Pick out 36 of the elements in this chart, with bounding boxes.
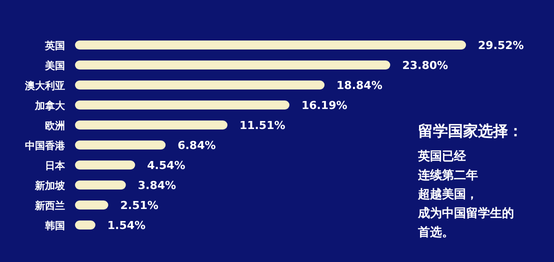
data-label: 3.84% xyxy=(138,179,176,192)
bar xyxy=(75,140,166,150)
bar xyxy=(75,40,466,50)
data-label: 23.80% xyxy=(402,59,448,72)
y-tick-label: 日本 xyxy=(45,160,66,172)
data-label: 16.19% xyxy=(301,99,348,112)
bar xyxy=(75,180,126,190)
bar xyxy=(75,60,390,70)
bar xyxy=(75,100,290,110)
data-label: 11.51% xyxy=(239,119,286,132)
y-tick-label: 中国香港 xyxy=(25,140,66,152)
annotation: 成为中国留学生的 xyxy=(417,206,514,220)
y-tick-label: 欧洲 xyxy=(45,120,65,132)
annotation: 首选。 xyxy=(417,225,454,239)
bar xyxy=(75,80,325,90)
data-label: 29.52% xyxy=(478,39,524,52)
bar xyxy=(75,120,228,130)
data-label: 6.84% xyxy=(178,139,216,152)
bar xyxy=(75,220,96,230)
data-label: 18.84% xyxy=(336,79,382,92)
y-tick-label: 新西兰 xyxy=(34,200,65,212)
text: 留学国家选择： xyxy=(418,122,523,140)
y-tick-label: 英国 xyxy=(44,40,65,52)
annotation: 超越美国， xyxy=(417,187,478,201)
data-label: 2.51% xyxy=(120,199,158,212)
data-label: 4.54% xyxy=(147,159,186,172)
data-label: 1.54% xyxy=(107,219,146,232)
bar xyxy=(75,160,136,170)
annotation: 连续第二年 xyxy=(417,168,478,182)
y-tick-label: 韩国 xyxy=(44,220,65,232)
y-tick-label: 美国 xyxy=(44,60,65,72)
y-tick-label: 新加坡 xyxy=(34,180,66,192)
y-tick-label: 加拿大 xyxy=(34,100,66,112)
annotation: 英国已经 xyxy=(417,149,467,163)
bar xyxy=(75,200,108,210)
y-tick-label: 澳大利亚 xyxy=(24,80,65,92)
